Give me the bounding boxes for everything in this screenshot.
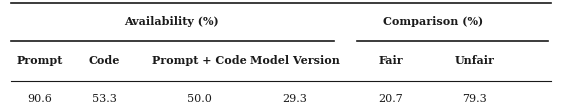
Text: 50.0: 50.0	[187, 94, 212, 104]
Text: Prompt + Code: Prompt + Code	[152, 55, 247, 66]
Text: 53.3: 53.3	[92, 94, 116, 104]
Text: Comparison (%): Comparison (%)	[383, 16, 483, 27]
Text: 90.6: 90.6	[27, 94, 52, 104]
Text: Prompt: Prompt	[16, 55, 62, 66]
Text: 29.3: 29.3	[283, 94, 307, 104]
Text: 20.7: 20.7	[378, 94, 403, 104]
Text: Code: Code	[88, 55, 120, 66]
Text: 79.3: 79.3	[463, 94, 487, 104]
Text: Fair: Fair	[378, 55, 403, 66]
Text: Availability (%): Availability (%)	[124, 16, 219, 27]
Text: Unfair: Unfair	[455, 55, 495, 66]
Text: Model Version: Model Version	[250, 55, 340, 66]
